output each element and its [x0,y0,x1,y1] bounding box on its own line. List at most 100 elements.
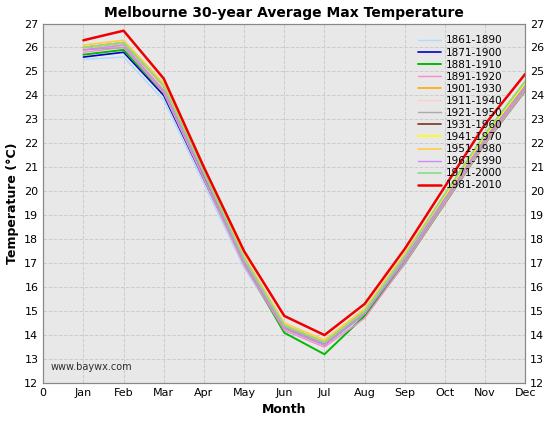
1941-1970 [361,308,368,314]
1971-2000 [442,191,448,196]
Line: 1941-1970: 1941-1970 [84,43,525,342]
1931-1960 [402,254,408,259]
1961-1990 [442,196,448,201]
1971-2000 [361,308,368,314]
Line: 1971-2000: 1971-2000 [84,43,525,342]
1861-1890 [361,314,368,319]
1911-1940 [120,43,127,48]
1941-1970 [201,170,207,175]
1871-1900 [80,54,87,60]
1861-1890 [402,261,408,266]
1871-1900 [281,325,288,330]
1871-1900 [120,50,127,55]
1931-1960 [361,308,368,314]
Line: 1911-1940: 1911-1940 [84,45,525,342]
X-axis label: Month: Month [262,403,306,417]
Line: 1961-1990: 1961-1990 [84,45,525,345]
1901-1930 [402,256,408,261]
1981-2010 [522,71,529,76]
1951-1980 [241,254,248,259]
1901-1930 [442,196,448,201]
1921-1950 [402,258,408,263]
1941-1970 [482,134,488,139]
1961-1990 [281,325,288,330]
Line: 1921-1950: 1921-1950 [84,47,525,345]
1911-1940 [522,86,529,91]
1861-1890 [522,88,529,93]
1951-1980 [442,191,448,196]
1871-1900 [482,138,488,143]
1951-1980 [361,306,368,311]
1901-1930 [120,43,127,48]
1961-1990 [482,136,488,141]
1861-1890 [201,181,207,187]
1861-1890 [281,328,288,333]
1921-1950 [442,198,448,203]
1891-1920 [321,344,328,349]
1951-1980 [321,337,328,342]
1881-1910 [321,352,328,357]
1861-1890 [241,265,248,271]
1971-2000 [522,78,529,84]
1961-1990 [120,43,127,48]
1981-2010 [241,249,248,254]
1961-1990 [402,256,408,261]
1951-1980 [281,321,288,326]
1981-2010 [120,28,127,33]
1951-1980 [201,167,207,172]
1901-1930 [161,86,167,91]
1931-1960 [201,172,207,177]
1931-1960 [120,40,127,45]
Text: www.baywx.com: www.baywx.com [51,362,132,372]
1881-1910 [241,261,248,266]
1891-1920 [80,50,87,55]
1971-2000 [321,340,328,345]
1881-1910 [482,141,488,146]
1951-1980 [482,131,488,136]
1981-2010 [80,38,87,43]
1921-1950 [281,325,288,330]
1971-2000 [402,254,408,259]
1941-1970 [120,40,127,45]
1941-1970 [442,194,448,199]
1891-1920 [161,90,167,95]
1971-2000 [482,131,488,136]
1871-1900 [442,198,448,203]
1871-1900 [321,342,328,347]
1891-1920 [281,328,288,333]
1901-1930 [361,311,368,316]
1931-1960 [482,134,488,139]
1901-1930 [241,258,248,263]
1881-1910 [442,201,448,206]
1921-1950 [321,342,328,347]
1921-1950 [522,86,529,91]
1921-1950 [80,47,87,52]
Line: 1901-1930: 1901-1930 [84,45,525,345]
1901-1930 [80,47,87,52]
1921-1950 [482,138,488,143]
1911-1940 [161,86,167,91]
1891-1920 [442,201,448,206]
1891-1920 [522,88,529,93]
1861-1890 [442,201,448,206]
1911-1940 [321,340,328,345]
1861-1890 [80,57,87,62]
1921-1950 [161,88,167,93]
Line: 1981-2010: 1981-2010 [84,31,525,335]
1981-2010 [321,333,328,338]
1871-1900 [241,261,248,266]
1871-1900 [402,258,408,263]
1901-1930 [281,325,288,330]
1971-2000 [120,40,127,45]
1971-2000 [80,45,87,50]
1961-1990 [321,342,328,347]
1931-1960 [80,45,87,50]
1901-1930 [321,342,328,347]
1981-2010 [161,76,167,81]
1931-1960 [241,256,248,261]
1911-1940 [482,138,488,143]
1891-1920 [241,263,248,268]
1941-1970 [321,340,328,345]
1881-1910 [281,330,288,335]
1891-1920 [482,141,488,146]
